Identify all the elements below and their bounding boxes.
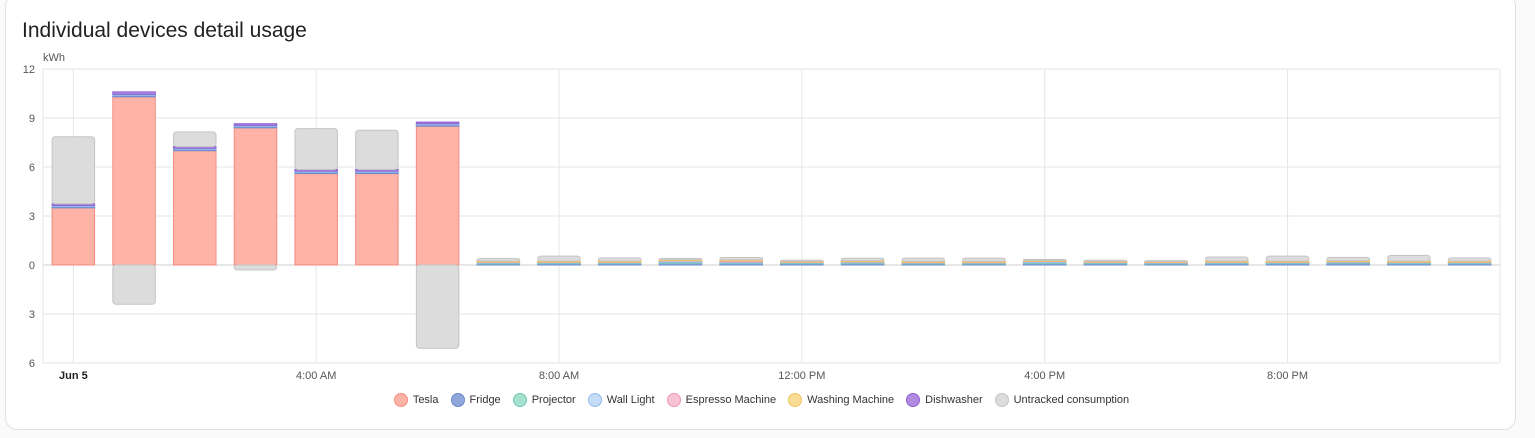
bar-segment <box>112 264 156 305</box>
bar-segment <box>1144 260 1188 263</box>
bar-segment <box>1205 256 1249 262</box>
legend-swatch <box>512 393 527 407</box>
bar-segment <box>173 150 217 266</box>
legend-swatch <box>450 393 465 407</box>
bar-segment <box>537 255 581 262</box>
legend-item[interactable]: Dishwasher <box>906 393 983 407</box>
legend-swatch <box>666 393 681 407</box>
legend-swatch <box>587 393 602 407</box>
y-tick-label: 12 <box>23 64 35 76</box>
legend-label: Tesla <box>412 394 439 406</box>
usage-card: Individual devices detail usage 12 9 6 3 0 3 6… <box>5 0 1516 430</box>
chart-legend: Tesla Fridge Projector Wall Light Espresso M… <box>6 393 1517 407</box>
bar-segment <box>112 91 156 95</box>
bar-segment <box>112 96 156 266</box>
x-tick-label: Jun 5 <box>59 370 88 382</box>
bar-segment <box>355 129 399 170</box>
y-tick-label: 3 <box>29 211 35 223</box>
card-title: Individual devices detail usage <box>22 19 307 42</box>
bar-segment <box>597 257 642 262</box>
legend-item[interactable]: Untracked consumption <box>994 393 1130 407</box>
bar-segment <box>719 256 763 261</box>
y-unit-label: kWh <box>43 52 65 64</box>
bar-segment <box>901 257 946 262</box>
bar-segment <box>1326 256 1370 262</box>
bar-segment <box>415 125 460 266</box>
bar-segment <box>476 258 521 262</box>
y-tick-label: 0 <box>29 260 35 272</box>
legend-label: Espresso Machine <box>685 394 777 406</box>
legend-swatch <box>788 393 803 407</box>
bar-segment <box>658 257 703 261</box>
x-tick-label: 8:00 PM <box>1267 370 1308 382</box>
legend-item[interactable]: Wall Light <box>587 393 655 407</box>
y-tick-label: 6 <box>29 358 35 370</box>
bar-segment <box>780 259 824 262</box>
bar-segment <box>355 173 399 266</box>
bar-segment <box>233 127 278 266</box>
legend-label: Washing Machine <box>807 394 895 406</box>
legend-label: Fridge <box>469 394 501 406</box>
bar-segment <box>1447 257 1492 262</box>
legend-item[interactable]: Tesla <box>393 393 439 407</box>
x-tick-label: 4:00 AM <box>296 370 336 382</box>
y-tick-label: 6 <box>29 162 35 174</box>
legend-label: Projector <box>531 394 576 406</box>
bar-segment <box>173 131 217 148</box>
legend-item[interactable]: Projector <box>512 393 576 407</box>
bar-segment <box>840 257 885 262</box>
bar-segment <box>1387 254 1431 262</box>
bar-segment <box>962 257 1006 262</box>
usage-chart: 12 9 6 3 0 3 6 kWh Jun 5 4:00 AM 8:00 AM 12:00 PM 4:… <box>23 52 1501 382</box>
legend-item[interactable]: Fridge <box>450 393 501 407</box>
bar-segment <box>233 264 278 271</box>
bar-segment <box>1265 255 1310 262</box>
y-tick-label: 9 <box>29 113 35 125</box>
bar-segment <box>294 173 338 266</box>
bar-segment <box>415 121 460 125</box>
bar-segment <box>1022 258 1067 261</box>
legend-swatch <box>994 393 1009 407</box>
bar-segment <box>415 264 460 349</box>
legend-swatch <box>906 393 921 407</box>
legend-item[interactable]: Washing Machine <box>788 393 894 407</box>
bar-segment <box>51 207 96 266</box>
y-tick-label: 3 <box>29 309 35 321</box>
legend-label: Untracked consumption <box>1013 394 1130 406</box>
legend-label: Dishwasher <box>925 394 983 406</box>
x-tick-label: 4:00 PM <box>1024 370 1065 382</box>
bar-segment <box>233 123 278 126</box>
bar-segment <box>51 136 96 205</box>
x-tick-label: 12:00 PM <box>778 370 825 382</box>
x-tick-label: 8:00 AM <box>539 370 579 382</box>
legend-swatch <box>393 393 408 407</box>
bar-segment <box>294 128 338 170</box>
bar-segment <box>1083 259 1128 262</box>
legend-label: Wall Light <box>606 394 655 406</box>
legend-item[interactable]: Espresso Machine <box>666 393 777 407</box>
